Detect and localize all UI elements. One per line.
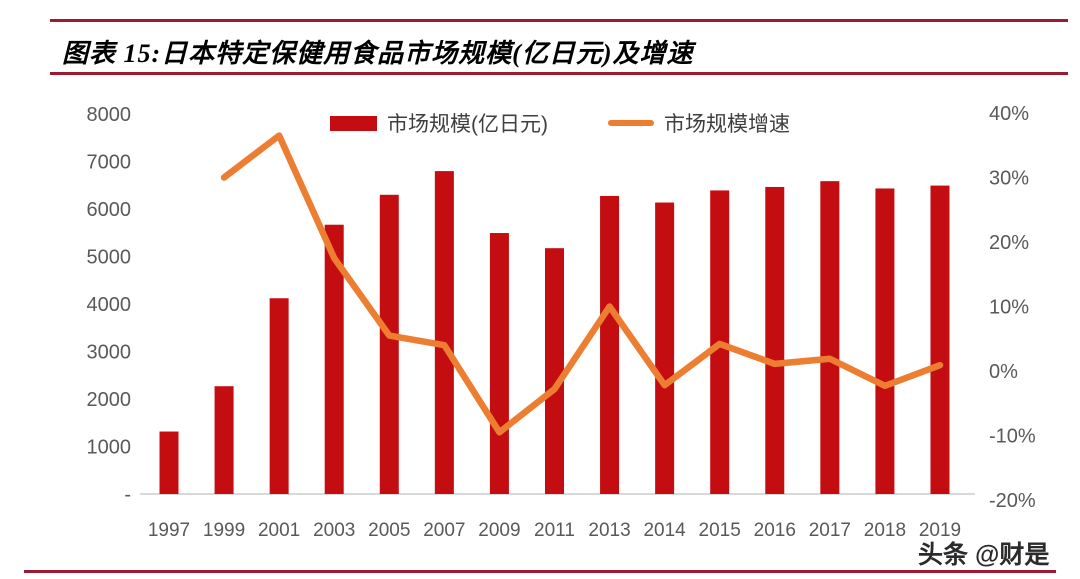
figure-title: 图表 15:日本特定保健用食品市场规模(亿日元)及增速	[62, 39, 694, 68]
bar-2018	[875, 188, 895, 495]
page-rule-bottom	[24, 570, 1056, 573]
x-axis-tick-label: 2001	[258, 520, 300, 541]
x-axis-tick-label: 1997	[148, 520, 190, 541]
watermark: 头条 @财是	[918, 541, 1050, 569]
bar-2005	[379, 194, 399, 495]
x-axis-tick-label: 2018	[864, 520, 906, 541]
bar-series-swatch-icon	[330, 115, 377, 131]
x-axis-tick-label: 1999	[203, 520, 245, 541]
growth-line	[220, 132, 944, 436]
bar-2017	[820, 181, 840, 495]
left-axis-tick-label: 4000	[87, 294, 132, 316]
bar-2001	[269, 298, 289, 494]
chart-legend: 市场规模(亿日元) 市场规模增速	[330, 108, 790, 138]
x-axis-tick-label: 2003	[313, 520, 355, 541]
bar-2016	[765, 186, 785, 494]
x-axis-tick-label: 2016	[754, 520, 796, 541]
left-axis-tick-label: 5000	[87, 247, 132, 269]
left-axis-tick-label: 6000	[87, 199, 132, 221]
right-axis-tick-label: -10%	[989, 426, 1036, 448]
right-axis-tick-label: 10%	[989, 297, 1029, 319]
right-axis-tick-label: -20%	[989, 490, 1036, 512]
bar-2019	[930, 185, 950, 494]
right-axis-tick-label: 30%	[989, 168, 1029, 190]
bar-2011	[544, 248, 564, 494]
legend-item-market-size: 市场规模(亿日元)	[330, 108, 548, 138]
title-rule-top	[50, 19, 1068, 22]
x-axis-tick-label: 2011	[534, 520, 575, 541]
bar-1999	[214, 386, 234, 494]
line-series-swatch-icon	[608, 120, 654, 126]
x-axis-tick-label: 2007	[423, 520, 465, 541]
bar-2013	[600, 195, 620, 494]
left-axis-tick-label: -	[124, 484, 131, 506]
title-rule-bottom	[50, 72, 1068, 75]
bar-2007	[434, 171, 454, 494]
left-axis-tick-label: 8000	[87, 104, 132, 126]
x-axis-tick-label: 2009	[478, 520, 520, 541]
left-axis-tick-label: 2000	[87, 389, 132, 411]
x-axis-tick-label: 2005	[368, 520, 410, 541]
left-axis-tick-label: 3000	[87, 342, 132, 364]
bar-2014	[655, 202, 675, 495]
legend-label-growth: 市场规模增速	[664, 113, 790, 136]
bar-2003	[324, 224, 344, 494]
right-axis-tick-label: 0%	[989, 361, 1018, 383]
x-axis-tick-label: 2014	[643, 520, 686, 541]
x-axis-tick-label: 2019	[919, 520, 961, 541]
x-axis-tick-label: 2015	[699, 520, 741, 541]
x-axis-tick-label: 2013	[588, 520, 630, 541]
right-axis-tick-label: 20%	[989, 232, 1029, 254]
legend-item-growth: 市场规模增速	[608, 108, 790, 138]
right-axis-tick-label: 40%	[989, 103, 1029, 125]
legend-label-market-size: 市场规模(亿日元)	[387, 113, 548, 136]
left-axis-tick-label: 7000	[87, 152, 132, 174]
left-axis-tick-label: 1000	[87, 437, 132, 459]
bar-2009	[489, 233, 509, 494]
x-axis-tick-label: 2017	[809, 520, 851, 541]
bar-1997	[159, 431, 179, 494]
